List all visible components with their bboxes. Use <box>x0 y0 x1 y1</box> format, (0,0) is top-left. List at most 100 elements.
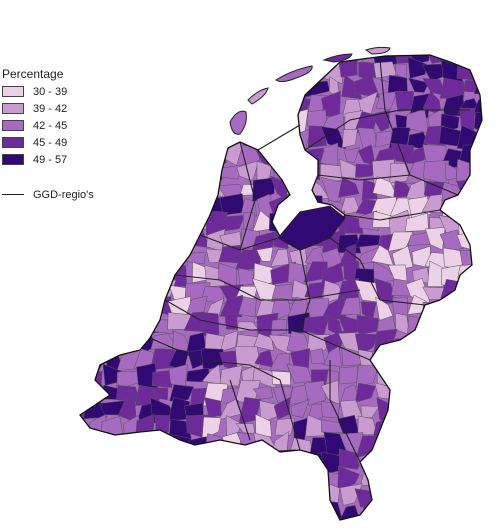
municipality-area <box>221 62 244 76</box>
municipality-area <box>139 110 158 134</box>
municipality-area <box>103 300 123 323</box>
municipality-area <box>80 55 87 67</box>
municipality-area <box>102 503 123 520</box>
municipality-area <box>439 77 465 99</box>
municipality-area <box>80 97 90 117</box>
legend-label: 42 - 45 <box>33 119 68 132</box>
municipality-area <box>478 298 482 322</box>
municipality-area <box>455 158 482 183</box>
municipality-area <box>88 263 107 287</box>
municipality-area <box>390 465 415 485</box>
municipality-area <box>405 483 428 507</box>
municipality-area <box>456 283 477 304</box>
municipality-area <box>133 76 157 101</box>
municipality-area <box>101 481 122 506</box>
municipality-area <box>132 501 153 520</box>
municipality-area <box>207 95 229 116</box>
municipality-area <box>387 368 409 389</box>
municipality-area <box>80 368 93 386</box>
island-vlieland <box>247 87 269 105</box>
municipality-area <box>474 162 482 184</box>
legend-title: Percentage <box>2 67 64 81</box>
municipality-area <box>101 245 123 269</box>
municipality-area <box>81 313 106 335</box>
municipality-area <box>271 519 296 520</box>
ggd-region-boundary <box>329 360 361 463</box>
municipality-area <box>270 147 293 167</box>
municipality-area <box>173 518 187 520</box>
municipality-area <box>117 55 139 62</box>
municipality-area <box>189 162 206 181</box>
municipality-area <box>98 260 126 286</box>
municipality-area <box>473 111 482 132</box>
municipality-area <box>123 133 136 144</box>
municipality-area <box>80 483 86 506</box>
municipality-area <box>256 448 270 469</box>
municipality-area <box>255 413 272 438</box>
municipality-area <box>372 516 397 520</box>
municipality-area <box>438 312 465 339</box>
municipality-area <box>478 352 482 372</box>
municipality-area <box>376 483 397 504</box>
municipality-area <box>219 365 243 387</box>
municipality-area <box>102 431 126 459</box>
municipality-area <box>105 124 122 150</box>
legend-swatch <box>2 120 24 131</box>
municipality-area <box>425 331 449 349</box>
municipality-area <box>204 502 228 520</box>
municipality-area <box>185 194 205 217</box>
municipality-area <box>173 178 192 199</box>
municipality-area <box>427 437 444 458</box>
municipality-area <box>338 176 360 198</box>
municipality-area <box>462 199 478 216</box>
municipality-area <box>223 468 244 489</box>
municipality-area <box>441 515 461 520</box>
municipality-area <box>406 433 430 453</box>
municipality-area <box>90 370 103 387</box>
municipality-area <box>439 366 461 389</box>
municipality-area <box>80 246 93 270</box>
municipality-area <box>84 55 108 65</box>
municipality-area <box>103 178 124 199</box>
municipality-area <box>202 482 226 506</box>
municipality-area <box>475 453 482 468</box>
municipality-area <box>459 55 481 64</box>
municipality-area <box>80 179 90 203</box>
municipality-area <box>120 100 141 117</box>
municipality-area <box>209 468 222 489</box>
island-texel <box>229 110 247 135</box>
municipality-area <box>293 77 313 101</box>
municipality-area <box>406 385 428 400</box>
municipality-area <box>476 197 482 214</box>
island-terschelling <box>275 65 313 83</box>
municipality-area <box>191 179 205 203</box>
municipality-area <box>133 448 159 475</box>
municipality-area <box>98 466 122 491</box>
municipality-area <box>320 176 343 202</box>
municipality-area <box>422 300 449 319</box>
municipality-area <box>82 92 108 117</box>
municipality-area <box>457 263 479 288</box>
municipality-area <box>478 500 482 520</box>
municipality-area <box>80 195 92 218</box>
municipality-area <box>407 56 427 79</box>
municipality-area <box>293 162 312 185</box>
municipality-area <box>150 159 176 182</box>
municipality-area <box>441 380 461 408</box>
municipality-area <box>156 55 172 65</box>
municipality-area <box>118 488 143 509</box>
municipality-area <box>134 262 158 287</box>
municipality-area <box>84 434 106 459</box>
municipality-area <box>360 405 380 418</box>
municipality-area <box>170 57 190 83</box>
municipality-area <box>237 486 257 507</box>
municipality-area <box>408 77 429 93</box>
legend-label: 45 - 49 <box>33 136 68 149</box>
legend-row-30-39: 30 - 39 <box>0 84 150 99</box>
municipality-area <box>100 280 121 303</box>
municipality-area <box>80 466 91 484</box>
municipality-area <box>185 113 209 134</box>
municipality-area <box>459 316 482 337</box>
municipality-area <box>87 246 109 267</box>
